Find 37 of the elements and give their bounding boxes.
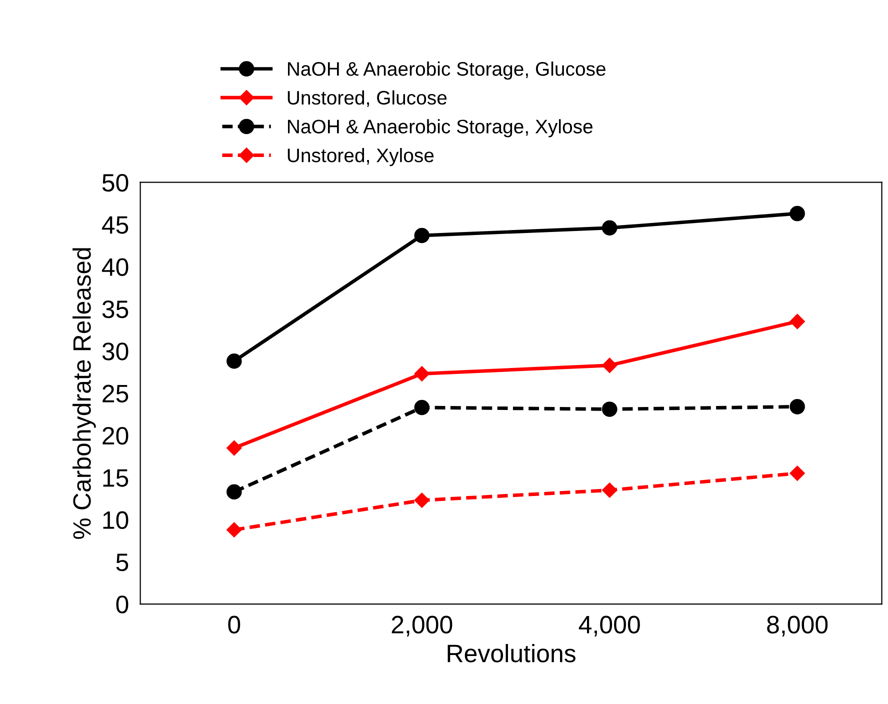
legend-label: Unstored, Xylose <box>288 148 434 166</box>
legend-label: NaOH & Anaerobic Storage, Xylose <box>288 119 592 138</box>
x-axis-title: Revolutions <box>448 644 576 662</box>
x-tick-label: 2,000 <box>392 616 452 636</box>
point <box>602 358 618 373</box>
y-axis-title: % Carbohydrate Released <box>72 248 96 539</box>
y-tick-label: 35 <box>102 300 128 318</box>
point <box>226 440 242 456</box>
x-tick-label: 0 <box>228 616 240 634</box>
y-tick-label: 10 <box>103 511 128 529</box>
y-tick-label: 40 <box>102 258 128 276</box>
point <box>790 206 805 222</box>
y-tick-label: 25 <box>102 384 128 402</box>
point <box>602 220 618 236</box>
point <box>226 522 242 538</box>
point <box>790 314 805 330</box>
y-tick-label: 45 <box>102 216 128 234</box>
point <box>602 482 618 498</box>
y-tick-label: 30 <box>102 342 128 360</box>
point <box>414 366 430 382</box>
point <box>226 484 242 500</box>
x-tick-label: 8,000 <box>767 616 828 636</box>
y-tick-label: 50 <box>102 174 128 192</box>
point <box>226 353 242 369</box>
point <box>790 399 805 414</box>
y-tick-label: 20 <box>102 426 128 445</box>
point <box>414 492 430 508</box>
x-tick-label: 4,000 <box>578 616 640 636</box>
y-tick-label: 0 <box>116 596 128 614</box>
y-tick-label: 15 <box>103 469 128 487</box>
point <box>790 466 805 481</box>
point <box>414 400 430 416</box>
y-tick-label: 5 <box>116 554 128 572</box>
legend-label: Unstored, Glucose <box>288 90 447 107</box>
legend-label: NaOH & Anaerobic Storage, Glucose <box>288 62 606 80</box>
point <box>414 228 430 244</box>
point <box>602 402 618 417</box>
